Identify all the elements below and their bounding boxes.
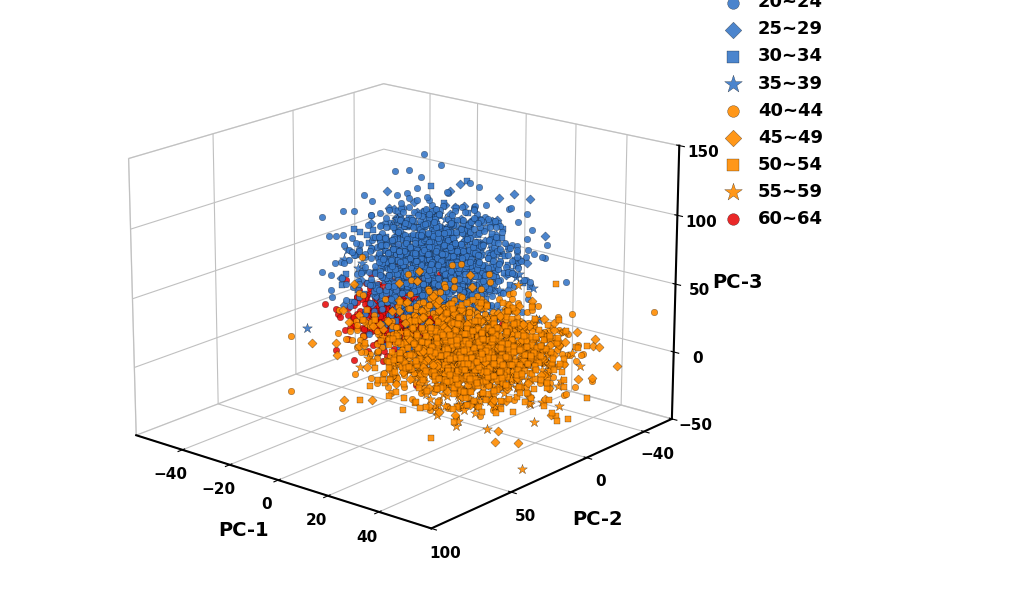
Y-axis label: PC-2: PC-2 <box>572 510 622 528</box>
Legend: 20~24, 25~29, 30~34, 35~39, 40~44, 45~49, 50~54, 55~59, 60~64: 20~24, 25~29, 30~34, 35~39, 40~44, 45~49… <box>708 0 827 233</box>
X-axis label: PC-1: PC-1 <box>218 521 269 540</box>
